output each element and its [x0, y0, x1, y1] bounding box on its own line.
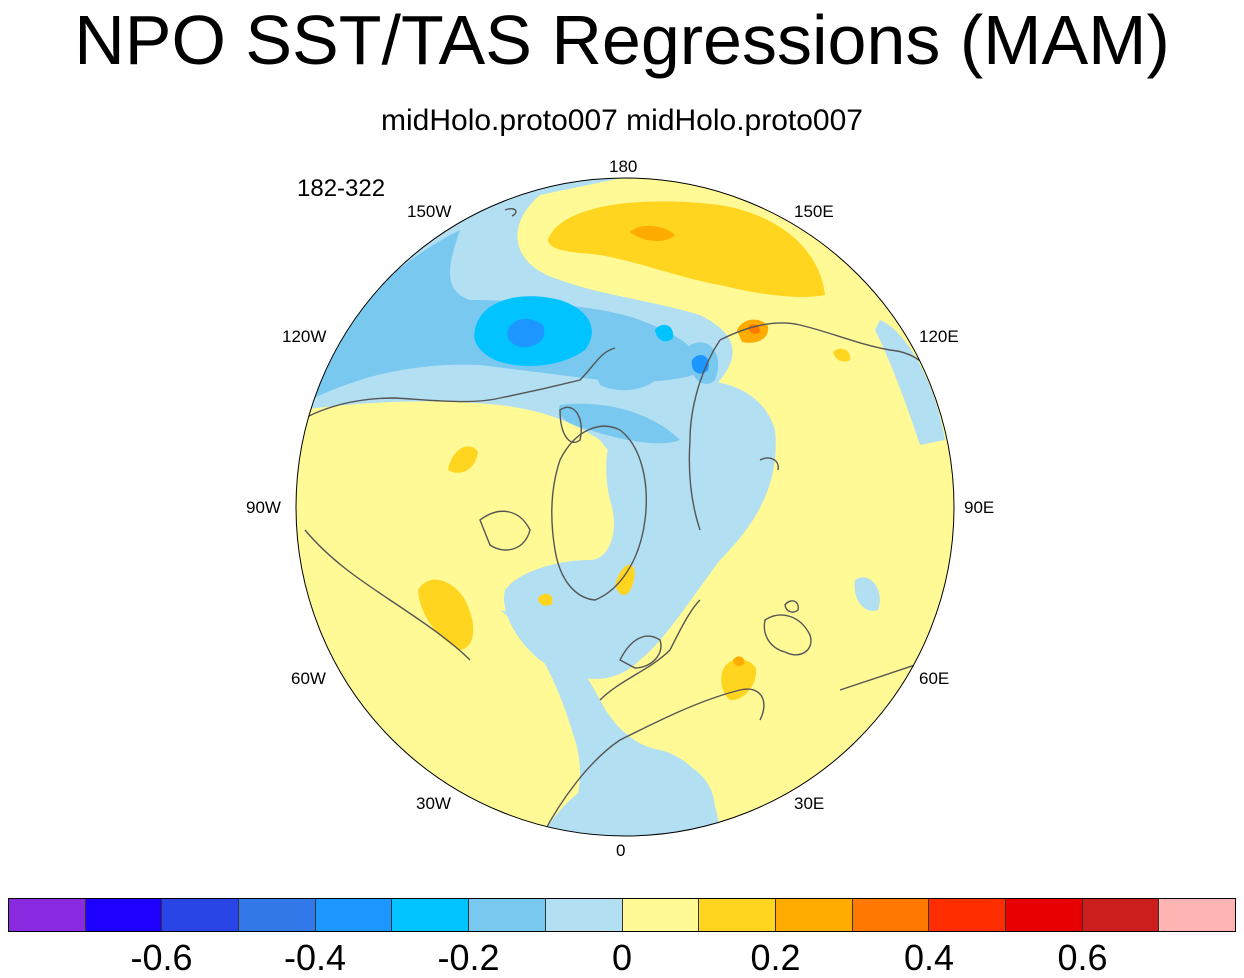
map-field	[296, 178, 954, 836]
lon-label-60e: 60E	[919, 669, 950, 688]
year-range-label: 182-322	[297, 175, 386, 202]
colorbar-tick-label: -0.6	[130, 937, 193, 978]
lon-label-150w: 150W	[407, 202, 452, 221]
colorbar-swatch	[9, 899, 86, 931]
lon-label-90e: 90E	[964, 498, 995, 517]
colorbar-swatch	[1005, 899, 1083, 931]
colorbar-labels: -0.6 -0.4 -0.2 0 0.2 0.4 0.6	[0, 938, 1244, 978]
colorbar-swatch	[162, 899, 240, 931]
colorbar-swatch	[1082, 899, 1160, 931]
polar-map	[295, 177, 955, 837]
figure-subtitle: midHolo.proto007 midHolo.proto007	[381, 104, 863, 137]
lon-label-0: 0	[616, 841, 626, 860]
colorbar	[8, 898, 1236, 932]
colorbar-swatch	[315, 899, 393, 931]
lon-label-30e: 30E	[794, 794, 825, 813]
colorbar-tick-label: 0	[611, 937, 633, 978]
colorbar-tick-label: 0.6	[1057, 937, 1108, 978]
lon-label-90w: 90W	[246, 498, 281, 517]
colorbar-swatch	[392, 899, 470, 931]
colorbar-tick-label: -0.4	[283, 937, 347, 978]
colorbar-tick-label: 0.2	[750, 937, 801, 978]
colorbar-swatch	[775, 899, 853, 931]
colorbar-swatch	[929, 899, 1006, 931]
colorbar-swatch	[545, 899, 623, 931]
coastlines	[304, 207, 936, 836]
lon-label-120e: 120E	[919, 327, 959, 346]
colorbar-swatch	[699, 899, 776, 931]
colorbar-tick-label: 0.4	[903, 937, 955, 978]
colorbar-swatch	[469, 899, 546, 931]
lon-label-30w: 30W	[416, 794, 451, 813]
map-boundary	[295, 177, 955, 837]
lon-label-60w: 60W	[291, 669, 326, 688]
figure-title: NPO SST/TAS Regressions (MAM)	[74, 1, 1170, 79]
colorbar-tick-label: -0.2	[437, 937, 500, 978]
colorbar-swatch	[622, 899, 700, 931]
lon-label-120w: 120W	[282, 327, 327, 346]
colorbar-swatch	[1159, 899, 1235, 931]
colorbar-swatch	[852, 899, 930, 931]
lon-label-150e: 150E	[794, 202, 834, 221]
lon-label-180: 180	[609, 157, 638, 176]
colorbar-swatch	[85, 899, 163, 931]
colorbar-swatch	[239, 899, 316, 931]
